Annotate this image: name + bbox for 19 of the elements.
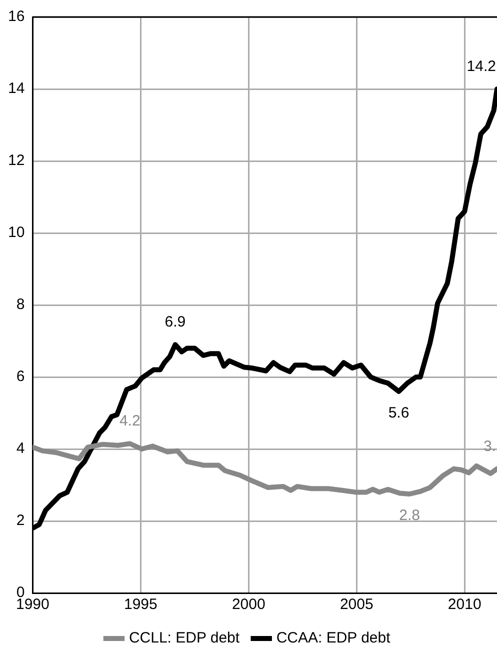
y-tick-label: 8 [16, 296, 25, 314]
x-tick-label: 2005 [340, 596, 374, 614]
y-tick-label: 4 [16, 440, 25, 458]
legend-label: CCLL: EDP debt [128, 630, 240, 647]
y-tick-label: 6 [16, 368, 25, 386]
y-tick-label: 16 [8, 8, 25, 26]
y-tick-label: 12 [8, 152, 25, 170]
y-tick-label: 10 [8, 224, 25, 242]
annotation: 6.9 [164, 314, 186, 331]
annotation: 5.6 [388, 404, 410, 422]
x-tick-label: 1995 [124, 596, 158, 614]
legend-label: CCAA: EDP debt [276, 630, 392, 647]
x-tick-label: 2000 [232, 596, 266, 614]
y-tick-label: 2 [16, 512, 25, 530]
annotation: 2.8 [399, 507, 420, 524]
y-tick-label: 14 [8, 80, 25, 98]
x-tick-label: 2010 [448, 596, 482, 614]
annotation: 14.2 [466, 58, 496, 76]
annotation: 4.2 [119, 412, 140, 430]
